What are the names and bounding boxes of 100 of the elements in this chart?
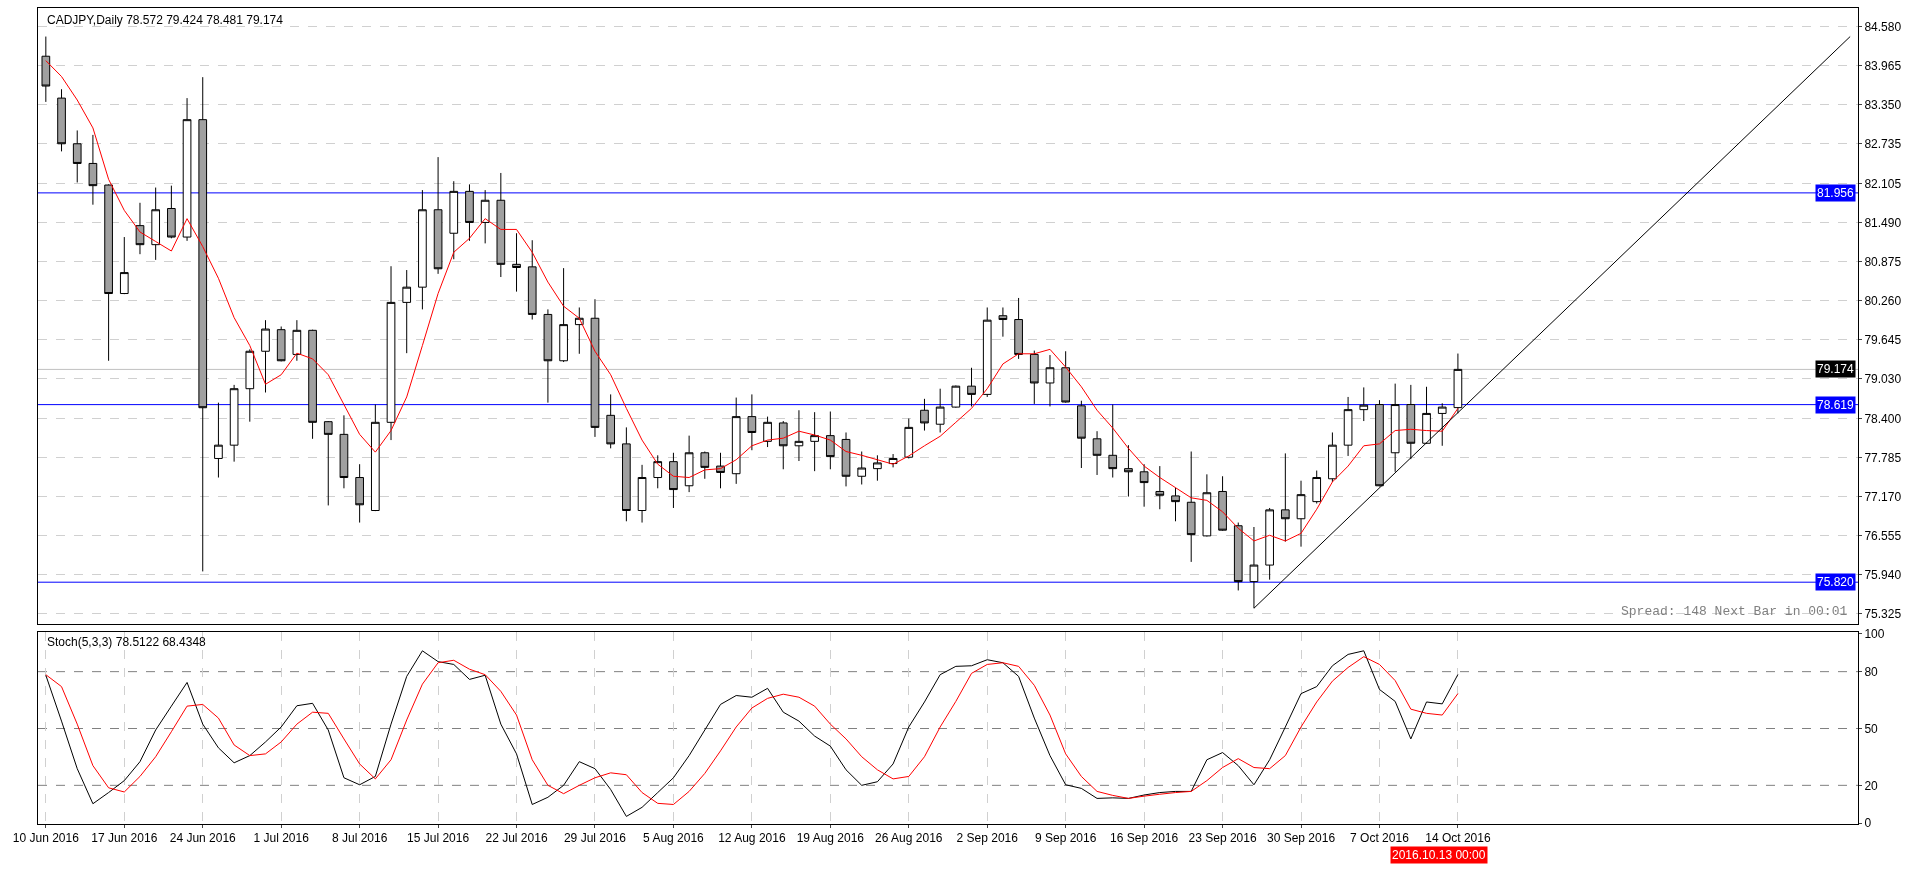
candlestick (480, 189, 490, 244)
candlestick (1108, 404, 1118, 479)
y-tick-label: 81.490 (1864, 215, 1902, 230)
candlestick (873, 454, 882, 482)
candlestick (1437, 402, 1447, 447)
candlestick (684, 435, 694, 493)
candlestick (747, 393, 757, 451)
candlestick (167, 185, 176, 239)
y-tick-label: 83.350 (1864, 97, 1902, 112)
candlestick (810, 411, 819, 472)
candlestick (1453, 353, 1463, 414)
candlestick (669, 452, 678, 509)
y-tick-label: 77.785 (1864, 450, 1902, 465)
candlestick (182, 97, 192, 242)
ref-line-label: 78.619 (1817, 398, 1855, 412)
candlestick (1296, 480, 1306, 548)
x-tick-label: 1 Jul 2016 (253, 831, 310, 846)
candlestick (967, 367, 976, 407)
x-tick-label: 23 Sep 2016 (1188, 831, 1257, 846)
y-tick-label: 80 (1864, 664, 1879, 679)
candlestick (622, 426, 631, 522)
x-tick-label: 30 Sep 2016 (1266, 831, 1336, 846)
x-tick-label: 15 Jul 2016 (407, 831, 470, 846)
y-tick-label: 84.580 (1864, 19, 1902, 34)
candlestick (418, 189, 427, 310)
x-tick-label: 2 Sep 2016 (956, 831, 1019, 846)
candlestick (1139, 463, 1149, 508)
candlestick (1045, 354, 1055, 407)
x-tick-label: 24 Jun 2016 (169, 831, 237, 846)
candlestick (104, 183, 113, 362)
candlestick (1375, 399, 1384, 487)
x-tick-label: 29 Jul 2016 (563, 831, 627, 846)
x-tick-label: 7 Oct 2016 (1350, 831, 1410, 846)
candlestick (402, 269, 412, 354)
candlestick (1014, 297, 1023, 360)
candlestick (951, 385, 961, 409)
candlestick (543, 308, 553, 404)
candlestick (465, 183, 474, 242)
candlestick (1061, 350, 1071, 404)
candlestick (1233, 522, 1243, 591)
candlestick (637, 464, 647, 524)
candlestick (794, 409, 804, 462)
ref-line-label: 81.956 (1817, 186, 1855, 200)
candlestick (135, 202, 145, 255)
candlestick (1343, 396, 1353, 457)
candlestick (825, 411, 835, 470)
y-tick-label: 82.735 (1864, 136, 1902, 151)
candlestick (323, 420, 333, 506)
x-tick-label: 9 Sep 2016 (1034, 831, 1097, 846)
candlestick (1155, 465, 1165, 510)
annotation: Spread: 148 Next Bar in 00:01 (1621, 604, 1848, 619)
candlestick (386, 265, 396, 441)
candlestick (214, 402, 223, 479)
x-tick-label: 26 Aug 2016 (875, 831, 943, 846)
candlestick (339, 414, 349, 489)
candlestick (449, 180, 459, 260)
y-tick-label: 75.325 (1864, 606, 1902, 621)
candlestick (245, 348, 255, 423)
candlestick (700, 451, 710, 480)
x-tick-label: 17 Jun 2016 (91, 831, 158, 846)
candlestick (72, 129, 82, 183)
candlestick (841, 431, 851, 487)
y-tick-label: 76.555 (1864, 528, 1902, 543)
x-tick-label: 19 Aug 2016 (796, 831, 865, 846)
candlestick (355, 463, 364, 524)
candlestick (904, 418, 914, 459)
candlestick (606, 393, 616, 449)
candlestick (198, 76, 208, 572)
y-tick-label: 20 (1864, 778, 1879, 793)
candlestick (935, 388, 945, 433)
x-tick-label: 22 Jul 2016 (485, 831, 548, 846)
candlestick (1077, 400, 1086, 469)
candlestick (1390, 383, 1400, 473)
candlestick (920, 398, 929, 432)
y-tick-label: 78.400 (1864, 411, 1902, 426)
candlestick (1359, 386, 1369, 422)
y-tick-label: 79.645 (1864, 332, 1902, 347)
candlestick (998, 306, 1008, 338)
candlestick (1422, 386, 1431, 445)
candlestick (559, 267, 568, 363)
candlestick (731, 397, 741, 485)
ref-line-label: 79.174 (1817, 362, 1855, 376)
y-tick-label: 100 (1864, 626, 1885, 641)
y-tick-label: 75.940 (1864, 567, 1902, 582)
y-tick-label: 0 (1864, 816, 1872, 831)
candlestick (1202, 473, 1212, 538)
y-tick-label: 77.170 (1864, 489, 1902, 504)
x-tick-label: 14 Oct 2016 (1425, 831, 1491, 846)
candlestick (1265, 507, 1274, 581)
candlestick (370, 404, 380, 512)
candlestick (857, 451, 867, 485)
candlestick (229, 384, 239, 463)
candlestick (41, 36, 51, 103)
candlestick (1312, 470, 1322, 505)
chart-title: Stoch(5,3,3) 78.5122 68.4348 (47, 635, 207, 649)
candlestick (1029, 350, 1039, 405)
candlestick (1186, 451, 1196, 563)
candlestick (763, 416, 772, 448)
candlestick (1280, 452, 1290, 543)
y-tick-label: 79.030 (1864, 371, 1902, 386)
